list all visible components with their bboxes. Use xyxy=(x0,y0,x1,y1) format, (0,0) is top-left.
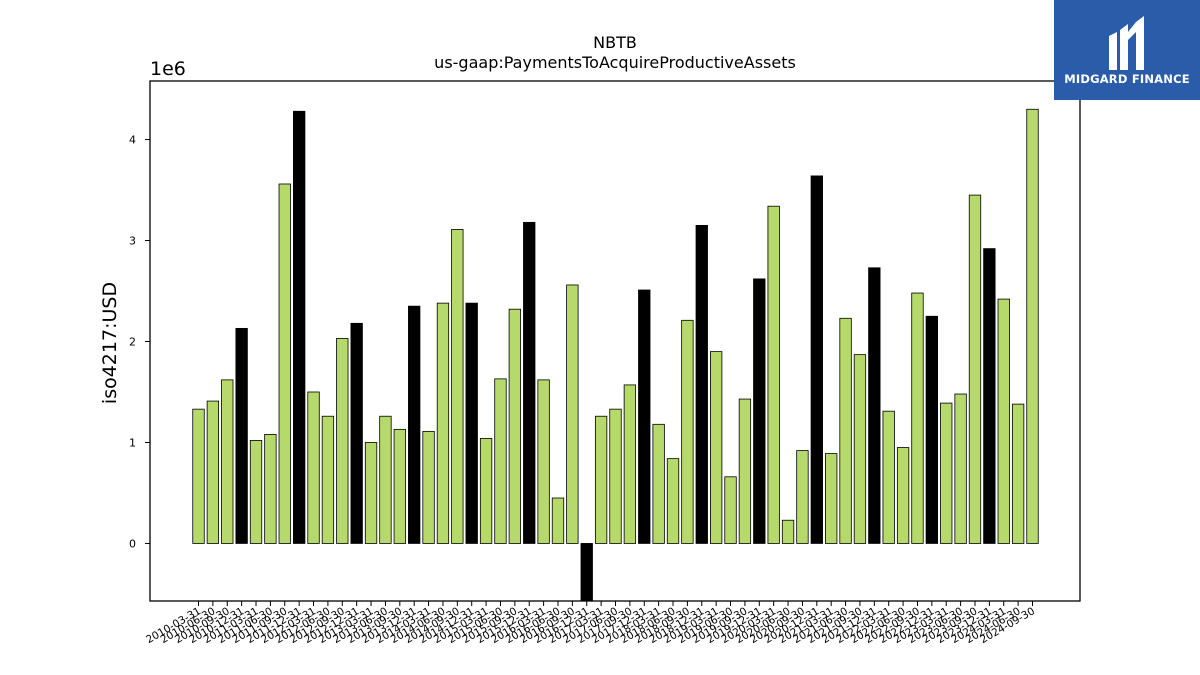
bar xyxy=(724,476,737,544)
bar xyxy=(638,289,651,544)
bar xyxy=(681,319,694,544)
bar xyxy=(896,447,910,544)
bar xyxy=(422,430,435,544)
bar xyxy=(781,519,795,544)
bar xyxy=(278,183,291,544)
bar xyxy=(997,298,1010,544)
chart-title: NBTB xyxy=(593,33,637,52)
brand-logo: MIDGARD FINANCE xyxy=(1054,0,1200,100)
bar xyxy=(249,440,263,544)
bar xyxy=(364,442,378,544)
bar xyxy=(479,438,493,544)
bar xyxy=(264,433,277,544)
y-tick-label: 1 xyxy=(129,436,136,449)
bar xyxy=(954,393,967,544)
bar xyxy=(408,305,421,544)
bar xyxy=(652,423,665,544)
bar xyxy=(235,327,248,544)
plot-frame xyxy=(149,80,1081,602)
chart-subtitle: us-gaap:PaymentsToAcquireProductiveAsset… xyxy=(434,53,796,72)
bar xyxy=(695,224,708,544)
bar xyxy=(609,408,622,544)
bar xyxy=(968,194,982,544)
bar xyxy=(350,322,363,544)
bar xyxy=(594,415,608,544)
bar xyxy=(1026,108,1039,544)
bar xyxy=(508,308,521,544)
bar xyxy=(379,415,392,544)
bar xyxy=(192,408,205,544)
bar xyxy=(523,221,536,544)
bar xyxy=(796,450,809,544)
bar xyxy=(580,543,593,602)
bar xyxy=(940,402,953,544)
bar xyxy=(868,267,881,544)
y-tick-label: 4 xyxy=(129,134,136,147)
y-tick-label: 3 xyxy=(129,235,136,248)
bar xyxy=(465,302,478,544)
bar xyxy=(551,497,565,544)
bar xyxy=(666,458,680,544)
bar xyxy=(925,315,938,544)
bar xyxy=(810,175,823,544)
bar xyxy=(321,415,335,544)
plot-area: 012342010-03-312010-06-302010-09-302010-… xyxy=(129,108,1039,646)
y-multiplier-label: 1e6 xyxy=(150,58,186,80)
bar xyxy=(566,284,579,544)
bar xyxy=(825,453,838,544)
bar xyxy=(738,398,752,544)
y-axis-label: iso4217:USD xyxy=(99,282,121,404)
bar xyxy=(882,410,895,544)
bar xyxy=(767,205,780,544)
logo-text: MIDGARD FINANCE xyxy=(1064,72,1190,86)
bar xyxy=(983,248,996,544)
bar xyxy=(623,384,637,544)
bar xyxy=(853,354,867,544)
bar xyxy=(451,229,464,544)
bar xyxy=(753,278,766,544)
bar xyxy=(710,351,723,544)
midgard-logo-icon xyxy=(1109,16,1144,70)
bar xyxy=(221,379,234,544)
bar xyxy=(1011,403,1025,544)
bar xyxy=(307,391,320,544)
y-tick-label: 0 xyxy=(129,537,136,550)
bar xyxy=(494,378,507,544)
bar xyxy=(393,428,406,544)
bar xyxy=(436,302,450,544)
bar xyxy=(537,379,550,544)
bar xyxy=(839,317,852,544)
bar xyxy=(293,110,306,544)
bar xyxy=(336,338,349,544)
bar xyxy=(206,400,220,544)
y-tick-label: 2 xyxy=(129,336,136,349)
bar xyxy=(911,292,924,544)
